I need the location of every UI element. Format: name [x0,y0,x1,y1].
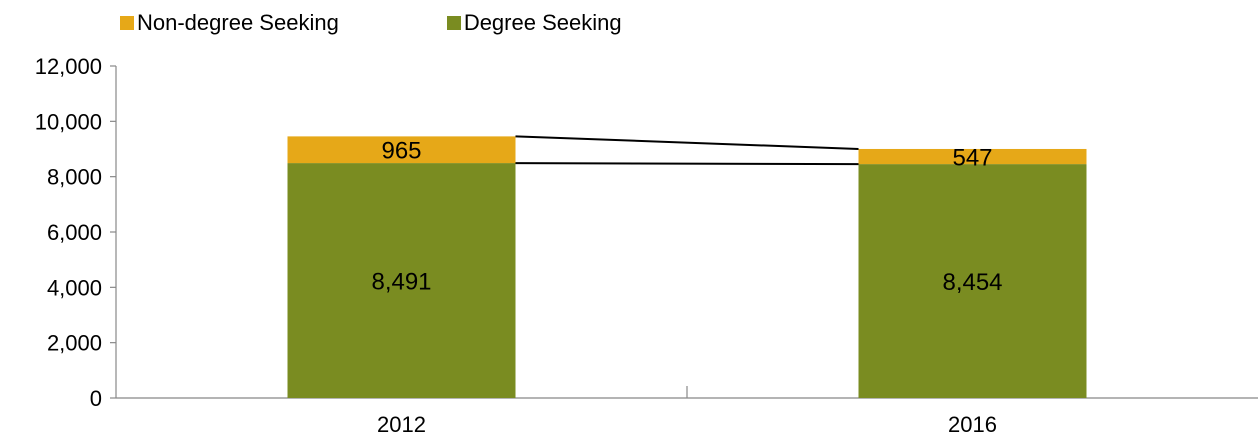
bar-non-degree-seeking-2016 [858,148,1087,165]
series-line [515,135,859,150]
legend-label-non-degree-seeking: Non-degree Seeking [137,10,339,35]
legend-swatch-non-degree-seeking [120,16,134,30]
legend-label-degree-seeking: Degree Seeking [463,10,622,35]
bar-degree-seeking-2012 [287,163,516,398]
data-label-degree-seeking-2016: 8,454 [942,269,1002,296]
y-tick-label: 0 [90,386,102,411]
data-label-degree-seeking-2012: 8,491 [371,269,431,296]
y-tick-label: 8,000 [47,165,102,190]
chart-legend: Non-degree Seeking Degree Seeking [120,10,730,36]
legend-item-non-degree-seeking: Non-degree Seeking [120,10,339,36]
y-tick-label: 4,000 [47,275,102,300]
legend-item-degree-seeking: Degree Seeking [446,10,622,36]
data-label-non-degree-seeking-2016: 547 [952,145,992,172]
series-line [515,162,859,166]
bar-degree-seeking-2016 [858,164,1087,398]
bar-non-degree-seeking-2012 [287,136,516,164]
y-tick-label: 12,000 [35,54,102,79]
x-tick-label: 2016 [948,412,997,437]
legend-swatch-degree-seeking [446,16,461,30]
data-label-non-degree-seeking-2012: 965 [381,138,421,165]
y-tick-label: 2,000 [47,331,102,356]
x-tick-label: 2012 [377,412,426,437]
y-tick-label: 6,000 [47,220,102,245]
y-tick-label: 10,000 [35,109,102,134]
